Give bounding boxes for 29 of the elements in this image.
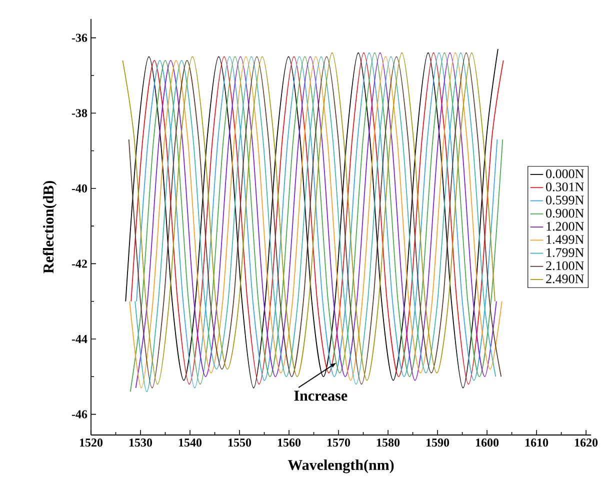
x-tick-label: 1550	[228, 438, 252, 447]
y-tick-label: -40	[72, 184, 88, 192]
x-tick-label: 1530	[129, 438, 152, 447]
y-tick-label: -44	[72, 335, 88, 343]
x-tick-label: 1570	[327, 438, 350, 447]
x-tick-label: 1620	[575, 438, 598, 447]
x-tick-label: 1580	[376, 438, 400, 447]
x-tick-label: 1590	[426, 438, 450, 447]
legend-label: 0.900N	[546, 208, 584, 218]
x-tick-label: 1540	[178, 438, 202, 447]
annotation: Increase	[294, 390, 348, 401]
x-tick-label: 1560	[278, 438, 301, 447]
legend-label: 2.490N	[546, 274, 584, 284]
x-axis-title: Wavelength(nm)	[288, 460, 394, 474]
y-tick-label: -46	[72, 410, 88, 418]
y-tick-label: -38	[72, 109, 88, 118]
y-tick-label: -42	[72, 260, 87, 268]
legend-label: 0.301N	[546, 182, 584, 192]
legend-label: 0.000N	[546, 169, 584, 178]
y-axis-title: Reflection(dB)	[42, 181, 57, 274]
legend-label: 1.200N	[546, 222, 584, 231]
legend-label: 2.100N	[546, 261, 584, 270]
legend-label: 1.799N	[546, 248, 584, 258]
y-tick-label: -36	[72, 34, 88, 42]
x-tick-label: 1600	[476, 438, 499, 447]
x-tick-label: 1610	[526, 438, 548, 447]
legend-label: 1.499N	[546, 235, 584, 244]
x-tick-label: 1520	[80, 438, 103, 447]
legend-label: 0.599N	[546, 196, 584, 205]
